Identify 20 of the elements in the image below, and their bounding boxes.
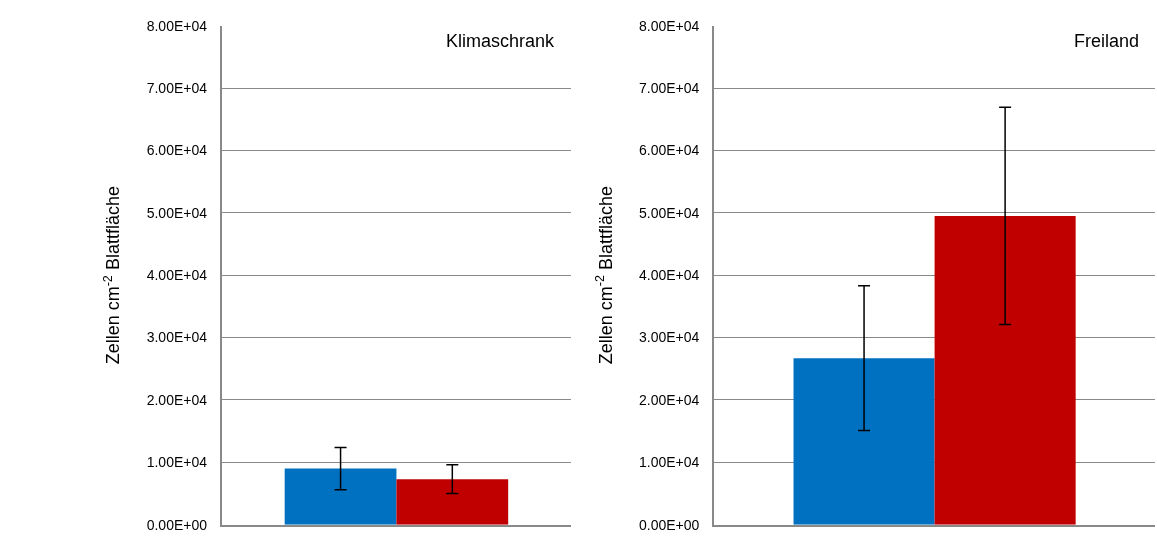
y-tick-label: 6.00E+04 [146,142,208,159]
annotation: Klimaschrank [446,31,556,51]
y-tick-label: 6.00E+04 [639,142,700,159]
y-tick-label: 3.00E+04 [639,329,700,346]
y-tick-label: 0.00E+00 [146,516,208,533]
y-tick-label: 1.00E+04 [146,454,208,471]
y-tick-label: 2.00E+04 [639,391,700,408]
annotation: Freiland [1074,31,1140,51]
y-tick-label: 5.00E+04 [146,204,208,221]
y-tick-label: 7.00E+04 [639,79,700,96]
y-tick-label: 2.00E+04 [146,391,208,408]
y-tick-label: 7.00E+04 [146,79,208,96]
y-tick-label: 3.00E+04 [146,329,208,346]
y-tick-label: 1.00E+04 [639,454,700,471]
y-tick-label: 4.00E+04 [639,267,700,284]
y-tick-label: 4.00E+04 [146,267,208,284]
y-tick-label: 8.00E+04 [639,17,700,34]
y-tick-label: 0.00E+00 [639,516,700,533]
y-tick-label: 5.00E+04 [639,204,700,221]
y-tick-label: 8.00E+04 [146,17,208,34]
